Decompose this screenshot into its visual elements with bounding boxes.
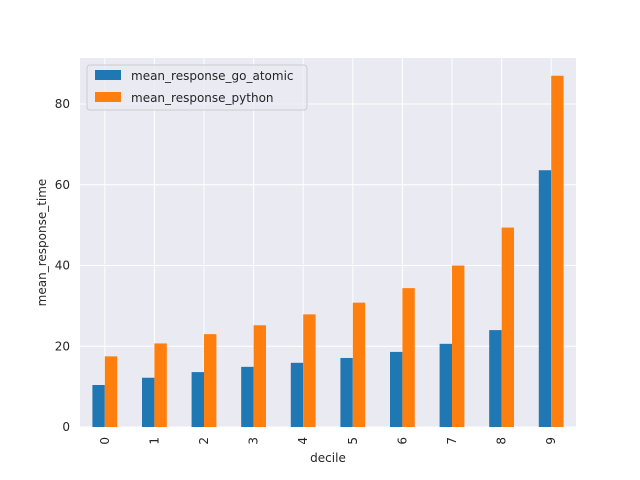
x-tick-label: 2 — [197, 437, 211, 445]
bar-go-atomic-4 — [290, 362, 304, 427]
bar-go-atomic-7 — [439, 343, 452, 427]
y-tick-labels: 0 20 40 60 80 — [55, 97, 70, 434]
bar-python-6 — [402, 288, 415, 427]
bar-go-atomic-1 — [142, 377, 155, 427]
y-tick-label: 60 — [55, 178, 70, 192]
legend-swatch-go-atomic — [95, 70, 121, 80]
y-tick-label: 80 — [55, 97, 70, 111]
bar-python-2 — [204, 334, 217, 427]
bar-python-7 — [452, 265, 465, 427]
bar-go-atomic-8 — [489, 330, 502, 427]
legend-swatch-python — [95, 92, 121, 102]
x-axis-label: decile — [310, 451, 346, 465]
x-tick-label: 8 — [495, 437, 509, 445]
legend-box — [86, 64, 308, 111]
bar-go-atomic-9 — [538, 170, 552, 427]
legend-label-go-atomic: mean_response_go_atomic — [131, 69, 294, 83]
x-tick-labels: 0 1 2 3 4 5 6 7 8 9 — [98, 437, 558, 445]
x-tick-label: 4 — [296, 437, 310, 445]
bars — [92, 75, 564, 428]
bar-go-atomic-3 — [241, 366, 254, 427]
bar-go-atomic-0 — [92, 385, 105, 427]
bar-python-4 — [303, 314, 316, 427]
legend-label-python: mean_response_python — [131, 91, 274, 105]
bar-python-1 — [154, 343, 167, 427]
bar-python-5 — [352, 302, 366, 427]
x-tick-label: 3 — [247, 437, 261, 445]
bar-go-atomic-2 — [191, 372, 204, 427]
bar-go-atomic-5 — [340, 357, 353, 427]
legend: mean_response_go_atomic mean_response_py… — [86, 64, 308, 111]
bar-python-0 — [104, 356, 118, 427]
x-tick-label: 9 — [544, 437, 558, 445]
y-axis-label: mean_response_time — [35, 179, 49, 307]
x-tick-label: 7 — [445, 437, 459, 445]
y-tick-label: 0 — [62, 420, 70, 434]
x-tick-label: 6 — [395, 437, 409, 445]
x-tick-label: 1 — [147, 437, 161, 445]
y-tick-label: 40 — [55, 259, 70, 273]
bar-python-3 — [253, 325, 266, 427]
bar-go-atomic-6 — [390, 351, 403, 427]
x-tick-label: 5 — [346, 437, 360, 445]
bar-python-9 — [551, 75, 564, 428]
y-tick-label: 20 — [55, 339, 70, 353]
bar-python-8 — [501, 227, 514, 427]
x-tick-label: 0 — [98, 437, 112, 445]
